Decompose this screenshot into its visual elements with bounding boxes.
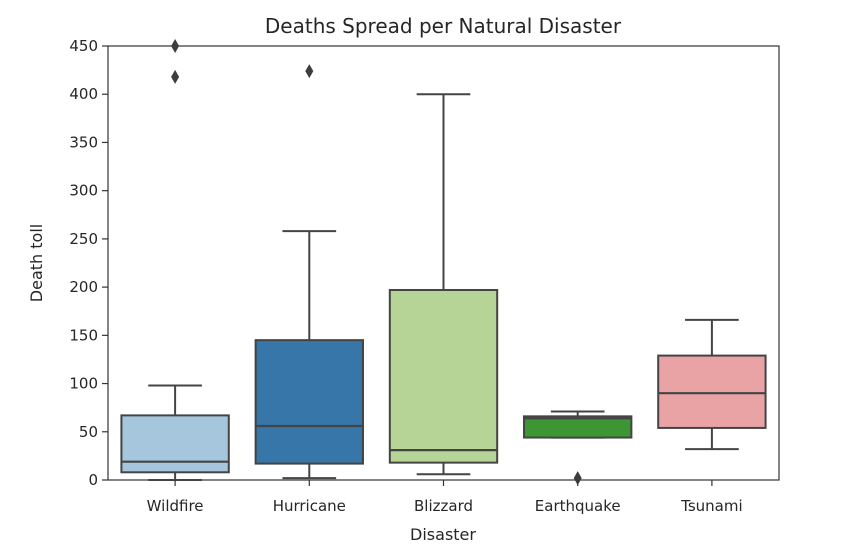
y-tick-label: 400 — [69, 85, 98, 103]
outlier-point — [305, 64, 314, 79]
chart-title: Deaths Spread per Natural Disaster — [265, 14, 622, 38]
y-tick-label: 450 — [69, 37, 98, 55]
box-earthquake — [523, 415, 633, 439]
y-tick-label: 50 — [79, 423, 98, 441]
box-hurricane — [254, 339, 364, 465]
y-axis-label: Death toll — [27, 224, 46, 302]
box-wildfire — [120, 414, 230, 474]
x-axis-label: Disaster — [410, 525, 476, 544]
y-tick-label: 250 — [69, 230, 98, 248]
x-tick-label: Hurricane — [273, 497, 346, 515]
x-tick-label: Wildfire — [147, 497, 204, 515]
y-tick-label: 350 — [69, 133, 98, 151]
outlier-point — [171, 69, 180, 84]
outlier-point — [171, 39, 180, 53]
y-tick-label: 200 — [69, 278, 98, 296]
y-tick-label: 300 — [69, 182, 98, 200]
box-tsunami — [657, 354, 767, 429]
plot-area: 0 50 100 150 200 250 300 350 400 450 Wildfire Hurri… — [69, 37, 780, 515]
y-tick-label: 0 — [88, 471, 98, 489]
x-tick-label: Earthquake — [535, 497, 621, 515]
outlier-point — [573, 471, 582, 486]
x-tick-label: Blizzard — [414, 497, 473, 515]
y-tick-label: 150 — [69, 326, 98, 344]
x-tick-label: Tsunami — [680, 497, 742, 515]
y-tick-label: 100 — [69, 375, 98, 393]
box-blizzard — [388, 289, 499, 464]
